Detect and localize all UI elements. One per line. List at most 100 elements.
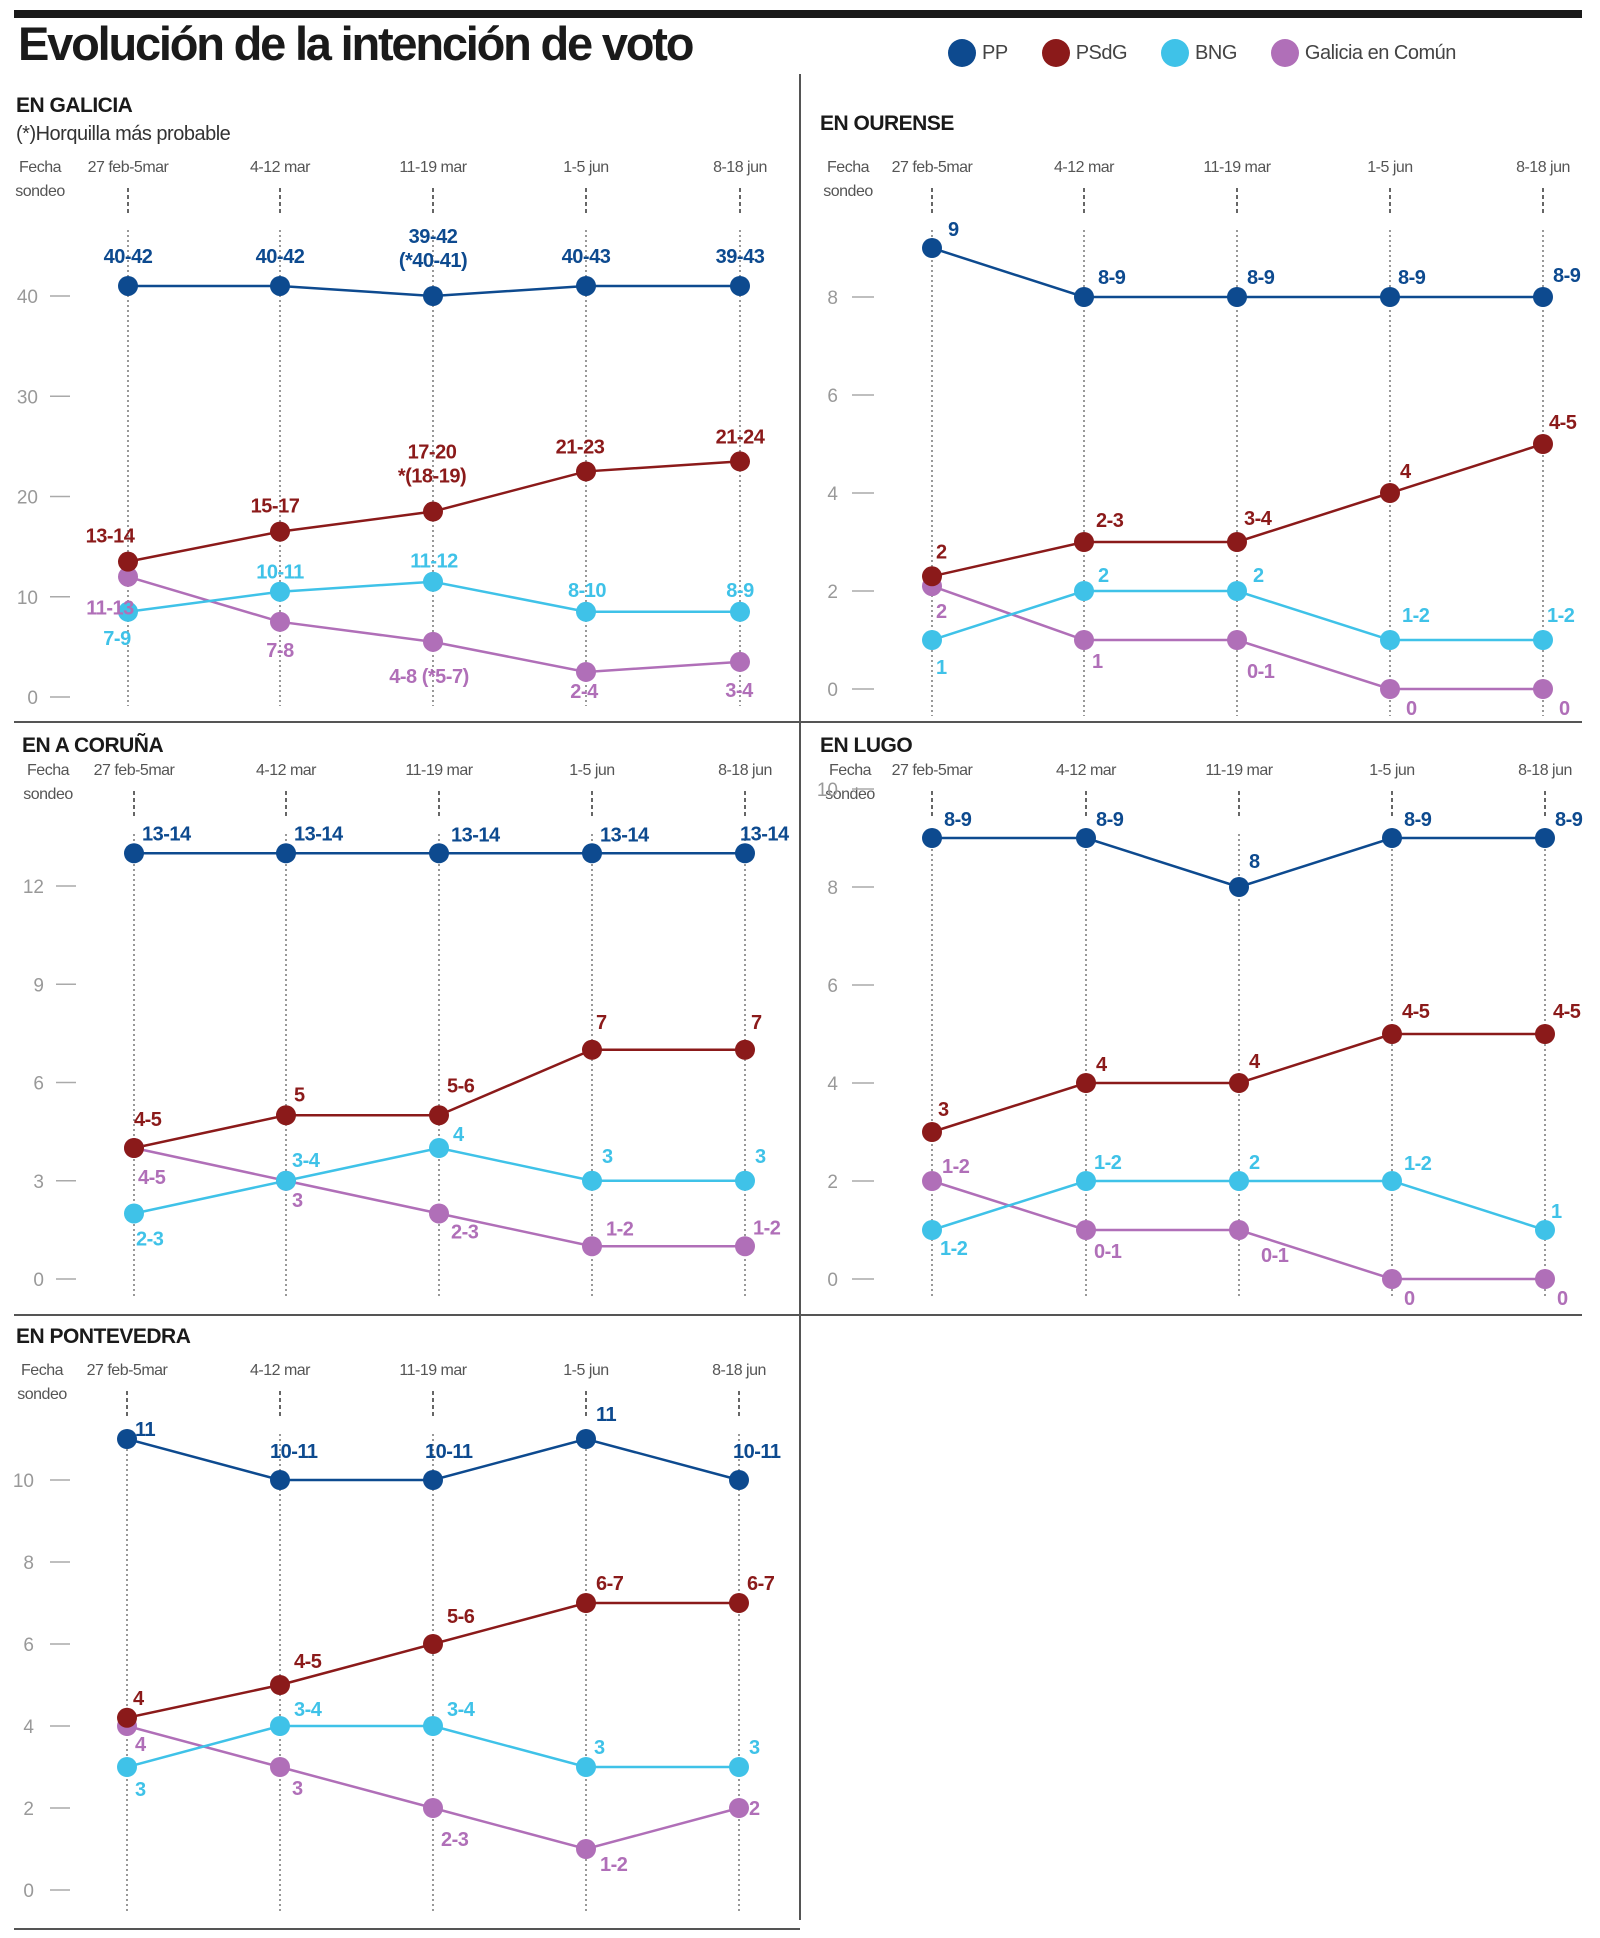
- point-en-pontevedra-pp-2: [423, 1470, 443, 1490]
- ytick-label-en-lugo-3: 6: [827, 976, 838, 997]
- data-label-en-ourense-psdg-0: 2: [936, 541, 947, 563]
- data-label-en-ourense-pp-3: 8-9: [1398, 267, 1426, 289]
- point-en-ourense-bng-3: [1380, 630, 1400, 650]
- ytick-label-en-ourense-3: 6: [827, 386, 838, 407]
- data-label-en-ourense-galicia-en-comun-3: 0: [1406, 698, 1417, 720]
- point-en-ourense-galicia-en-comun-1: [1074, 630, 1094, 650]
- point-en-a-coruna-psdg-1: [276, 1105, 296, 1126]
- data-label-en-ourense-bng-3: 1-2: [1402, 605, 1430, 627]
- point-en-pontevedra-bng-1: [270, 1716, 290, 1736]
- data-label-en-pontevedra-galicia-en-comun-1: 3: [292, 1778, 303, 1800]
- point-en-ourense-pp-4: [1533, 287, 1553, 307]
- point-en-galicia-pp-1: [270, 275, 290, 296]
- col-header-en-pontevedra-1: 4-12 mar: [250, 1362, 311, 1379]
- ytick-label-en-a-coruna-3: 9: [33, 975, 44, 996]
- point-en-galicia-psdg-3: [576, 461, 596, 482]
- data-label-en-ourense-galicia-en-comun-0: 2: [936, 601, 947, 623]
- legend-label-bng: BNG: [1195, 41, 1237, 64]
- data-label-en-a-coruna-bng-2: 4: [453, 1124, 465, 1146]
- point-en-lugo-pp-0: [922, 828, 942, 848]
- page-title: Evolución de la intención de voto: [18, 17, 694, 70]
- data-label-en-ourense-galicia-en-comun-2: 0-1: [1247, 661, 1275, 683]
- panel-title-en-ourense: EN OURENSE: [820, 112, 954, 135]
- data-label-en-pontevedra-bng-4: 3: [749, 1737, 760, 1759]
- point-en-ourense-psdg-1: [1074, 532, 1094, 552]
- point-en-galicia-bng-1: [270, 581, 290, 602]
- panel-title-en-a-coruna: EN A CORUÑA: [22, 734, 163, 757]
- series-line-en-galicia-galicia-en-comun: [127, 575, 741, 674]
- col-header-en-pontevedra-0: 27 feb-5mar: [87, 1362, 169, 1379]
- ytick-label-en-galicia-2: 20: [17, 488, 38, 509]
- col-header-en-ourense-4: 8-18 jun: [1516, 159, 1570, 176]
- point-en-galicia-psdg-1: [270, 521, 290, 542]
- data-label-en-galicia-pp-4: 39-43: [716, 246, 765, 268]
- data-label-en-pontevedra-galicia-en-comun-0: 4: [135, 1734, 147, 1756]
- row-divider-1: [14, 721, 1582, 723]
- data-label-en-ourense-psdg-3: 4: [1400, 461, 1412, 483]
- data-label-en-a-coruna-pp-4: 13-14: [740, 823, 790, 845]
- col-header-en-lugo-0: 27 feb-5mar: [892, 762, 974, 779]
- ytick-label-en-ourense-0: 0: [827, 680, 838, 701]
- ytick-label-en-lugo-5: 10: [817, 780, 838, 801]
- data-label-en-a-coruna-galicia-en-comun-0: 4-5: [138, 1167, 166, 1189]
- point-en-a-coruna-bng-2: [429, 1138, 449, 1158]
- xlabel-en-ourense: Fecha sondeo: [823, 159, 873, 200]
- point-en-ourense-bng-4: [1533, 630, 1553, 650]
- ytick-label-en-a-coruna-2: 6: [33, 1074, 44, 1095]
- ytick-label-en-pontevedra-5: 10: [13, 1471, 34, 1492]
- point-en-galicia-bng-0: [118, 601, 138, 622]
- data-label-en-ourense-bng-1: 2: [1098, 565, 1109, 587]
- xlabel-en-galicia: Fecha sondeo: [15, 159, 65, 200]
- data-label-en-galicia-galicia-en-comun-3: 2-4: [570, 681, 599, 703]
- series-line-en-pontevedra-bng: [126, 1724, 739, 1769]
- data-label-en-pontevedra-bng-3: 3: [594, 1737, 605, 1759]
- point-en-lugo-psdg-0: [922, 1122, 942, 1142]
- ytick-label-en-galicia-1: 10: [17, 588, 38, 609]
- data-label-en-pontevedra-bng-0: 3: [135, 1779, 146, 1801]
- point-en-ourense-bng-0: [922, 630, 942, 650]
- point-en-a-coruna-pp-0: [124, 843, 144, 864]
- data-label-en-lugo-pp-2: 8: [1249, 851, 1260, 873]
- data-label-en-galicia-bng-2: 11-12: [410, 551, 458, 573]
- point-en-pontevedra-galicia-en-comun-4: [729, 1798, 749, 1818]
- point-en-a-coruna-psdg-2: [429, 1105, 449, 1126]
- point-en-lugo-galicia-en-comun-0: [922, 1171, 942, 1191]
- point-en-a-coruna-pp-4: [735, 843, 755, 864]
- bottom-divider: [14, 1928, 800, 1930]
- data-label-en-pontevedra-pp-4: 10-11: [733, 1441, 781, 1463]
- data-label-en-a-coruna-galicia-en-comun-1: 3: [292, 1190, 303, 1212]
- legend-dot-bng: [1161, 39, 1190, 67]
- legend-label-psdg: PSdG: [1075, 41, 1128, 64]
- data-label-en-galicia-psdg-2: 17-20 *(18-19): [398, 442, 466, 488]
- data-label-en-galicia-psdg-3: 21-23: [556, 436, 605, 458]
- point-en-galicia-galicia-en-comun-3: [576, 661, 596, 682]
- series-line-en-pontevedra-psdg: [126, 1601, 739, 1720]
- series-line-en-lugo-galicia-en-comun: [931, 1179, 1545, 1281]
- data-label-en-lugo-galicia-en-comun-4: 0: [1557, 1288, 1568, 1310]
- series-line-en-lugo-bng: [931, 1179, 1546, 1232]
- ytick-label-en-ourense-4: 8: [827, 288, 838, 309]
- data-label-en-galicia-psdg-1: 15-17: [251, 496, 300, 518]
- data-label-en-lugo-bng-4: 1: [1551, 1201, 1562, 1223]
- data-label-en-ourense-pp-4: 8-9: [1553, 265, 1581, 287]
- data-label-en-lugo-pp-1: 8-9: [1096, 809, 1124, 831]
- point-en-lugo-pp-3: [1382, 828, 1402, 848]
- col-header-en-galicia-4: 8-18 jun: [713, 159, 767, 176]
- point-en-pontevedra-galicia-en-comun-3: [576, 1839, 596, 1859]
- point-en-pontevedra-pp-4: [729, 1470, 749, 1490]
- point-en-ourense-psdg-3: [1380, 483, 1400, 503]
- point-en-a-coruna-psdg-4: [735, 1039, 755, 1060]
- ytick-label-en-a-coruna-4: 12: [23, 877, 44, 898]
- panel-title-en-pontevedra: EN PONTEVEDRA: [16, 1325, 191, 1348]
- data-label-en-ourense-pp-1: 8-9: [1098, 267, 1126, 289]
- ytick-label-en-lugo-1: 2: [827, 1172, 838, 1193]
- data-label-en-galicia-pp-3: 40-43: [562, 246, 611, 268]
- point-en-pontevedra-pp-0: [117, 1429, 137, 1449]
- point-en-pontevedra-psdg-3: [576, 1593, 596, 1613]
- series-line-en-galicia-bng: [127, 580, 740, 614]
- point-en-a-coruna-psdg-3: [582, 1039, 602, 1060]
- point-en-lugo-galicia-en-comun-3: [1382, 1269, 1402, 1289]
- xlabel-en-a-coruna: Fecha sondeo: [23, 762, 73, 803]
- point-en-a-coruna-pp-2: [429, 843, 449, 864]
- point-en-lugo-bng-3: [1382, 1171, 1402, 1191]
